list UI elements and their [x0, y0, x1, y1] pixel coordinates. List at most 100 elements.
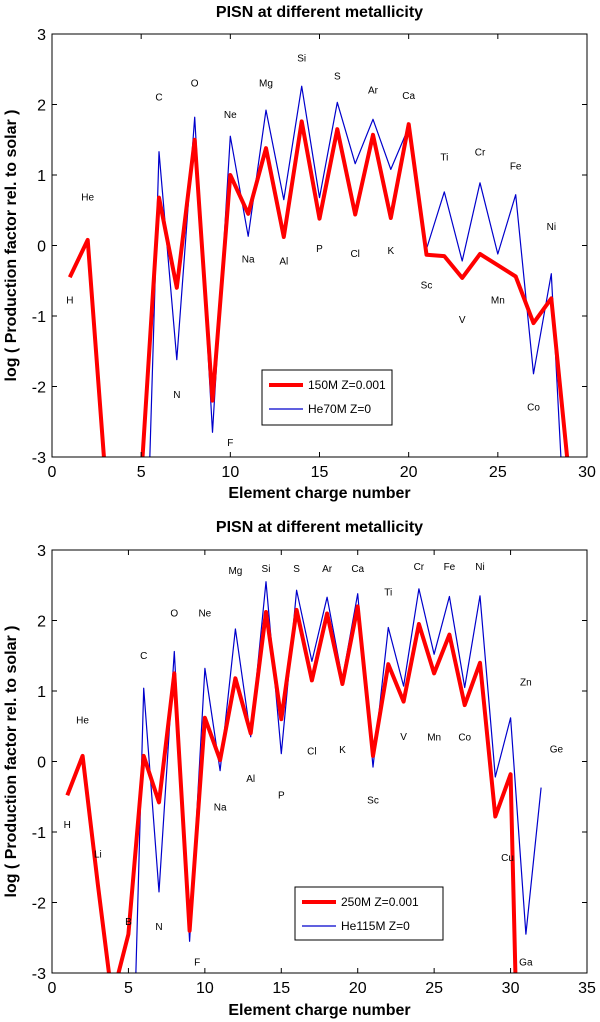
- y-tick-label: 3: [37, 543, 46, 560]
- x-tick-label: 30: [502, 980, 520, 997]
- element-label-Mg: Mg: [228, 566, 242, 577]
- x-axis-label: Element charge number: [228, 1002, 410, 1019]
- element-label-Ge: Ge: [550, 745, 564, 756]
- element-label-Sc: Sc: [367, 795, 379, 806]
- y-tick-label: 1: [37, 684, 46, 701]
- element-label-V: V: [400, 732, 407, 743]
- element-label-Na: Na: [214, 802, 227, 813]
- element-label-N: N: [155, 922, 162, 933]
- x-tick-label: 20: [400, 464, 418, 481]
- element-label-V: V: [459, 315, 466, 326]
- element-label-Mn: Mn: [491, 295, 505, 306]
- element-label-S: S: [293, 564, 300, 575]
- element-label-Ne: Ne: [198, 608, 211, 619]
- element-label-Ni: Ni: [547, 222, 556, 233]
- element-label-Ar: Ar: [368, 85, 379, 96]
- element-label-S: S: [334, 71, 341, 82]
- x-tick-label: 15: [272, 980, 290, 997]
- element-label-Ga: Ga: [519, 957, 533, 968]
- y-tick-label: 3: [37, 27, 46, 44]
- y-tick-label: 2: [37, 614, 46, 631]
- x-tick-label: 30: [578, 464, 596, 481]
- element-label-Cr: Cr: [414, 562, 425, 573]
- element-label-Fe: Fe: [444, 562, 456, 573]
- element-label-He: He: [81, 193, 94, 204]
- series-group: [65, 581, 542, 973]
- element-label-He: He: [76, 716, 89, 727]
- element-label-Ca: Ca: [351, 564, 364, 575]
- legend-entry-label: 150M Z=0.001: [308, 378, 386, 392]
- element-label-H: H: [66, 295, 73, 306]
- element-label-N: N: [173, 390, 180, 401]
- element-label-Mn: Mn: [427, 733, 441, 744]
- y-tick-label: 1: [37, 168, 46, 185]
- series-line-red: [65, 604, 518, 973]
- element-label-Na: Na: [242, 255, 255, 266]
- element-label-F: F: [194, 957, 200, 968]
- element-label-Ar: Ar: [322, 564, 333, 575]
- element-label-Al: Al: [279, 257, 288, 268]
- y-axis-label: log ( Production factor rel. to solar ): [3, 625, 20, 897]
- x-tick-label: 10: [221, 464, 239, 481]
- x-tick-label: 35: [578, 980, 596, 997]
- chart-top: PISN at different metallicity Element cha…: [3, 4, 596, 502]
- x-tick-label: 25: [425, 980, 443, 997]
- element-label-Ca: Ca: [402, 91, 415, 102]
- legend-entry-label: He115M Z=0: [341, 919, 410, 933]
- legend: 250M Z=0.001 He115M Z=0: [294, 886, 444, 941]
- x-tick-label: 20: [349, 980, 367, 997]
- y-axis-label: log ( Production factor rel. to solar ): [3, 109, 20, 381]
- chart-bottom: PISN at different metallicity Element cha…: [3, 519, 596, 1019]
- element-label-H: H: [64, 820, 71, 831]
- element-label-F: F: [227, 438, 233, 449]
- legend: 150M Z=0.001 He70M Z=0: [261, 369, 393, 426]
- y-tick-label: 0: [37, 239, 46, 256]
- legend-entry-label: 250M Z=0.001: [341, 895, 419, 909]
- element-label-Al: Al: [246, 774, 255, 785]
- element-label-P: P: [278, 790, 285, 801]
- y-tick-label: -3: [32, 966, 46, 983]
- element-label-Ti: Ti: [440, 152, 448, 163]
- x-tick-label: 5: [124, 980, 133, 997]
- x-axis-label: Element charge number: [228, 485, 410, 502]
- y-tick-label: -1: [32, 825, 46, 842]
- element-label-Co: Co: [527, 403, 540, 414]
- element-label-Si: Si: [297, 54, 306, 65]
- element-label-B: B: [125, 917, 132, 928]
- element-label-Cu: Cu: [501, 853, 514, 864]
- element-label-Li: Li: [94, 850, 102, 861]
- element-label-Zn: Zn: [520, 678, 532, 689]
- element-label-Co: Co: [458, 733, 471, 744]
- element-label-Sc: Sc: [421, 281, 433, 292]
- element-label-P: P: [316, 244, 323, 255]
- series-line-red: [67, 119, 570, 457]
- x-tick-label: 5: [137, 464, 146, 481]
- y-tick-label: -3: [32, 450, 46, 467]
- legend-box: [261, 369, 393, 426]
- y-tick-label: -2: [32, 896, 46, 913]
- element-label-Ti: Ti: [384, 587, 392, 598]
- x-tick-label: 10: [196, 980, 214, 997]
- legend-entry-label: He70M Z=0: [308, 402, 371, 416]
- element-label-O: O: [170, 608, 178, 619]
- element-label-Mg: Mg: [259, 78, 273, 89]
- element-label-Fe: Fe: [510, 162, 522, 173]
- element-label-Ne: Ne: [224, 110, 237, 121]
- chart-title: PISN at different metallicity: [216, 4, 423, 21]
- x-tick-label: 0: [48, 980, 57, 997]
- chart-title: PISN at different metallicity: [216, 519, 423, 536]
- y-tick-label: 0: [37, 755, 46, 772]
- element-label-Cl: Cl: [350, 249, 359, 260]
- y-tick-label: 2: [37, 98, 46, 115]
- x-tick-label: 15: [311, 464, 329, 481]
- element-label-Si: Si: [262, 564, 271, 575]
- legend-box: [294, 886, 444, 941]
- element-label-K: K: [339, 745, 346, 756]
- element-label-C: C: [140, 651, 147, 662]
- x-tick-label: 25: [489, 464, 507, 481]
- series-group: [67, 85, 570, 457]
- y-tick-label: -2: [32, 380, 46, 397]
- element-label-Cl: Cl: [307, 747, 316, 758]
- series-line-blue: [149, 85, 562, 457]
